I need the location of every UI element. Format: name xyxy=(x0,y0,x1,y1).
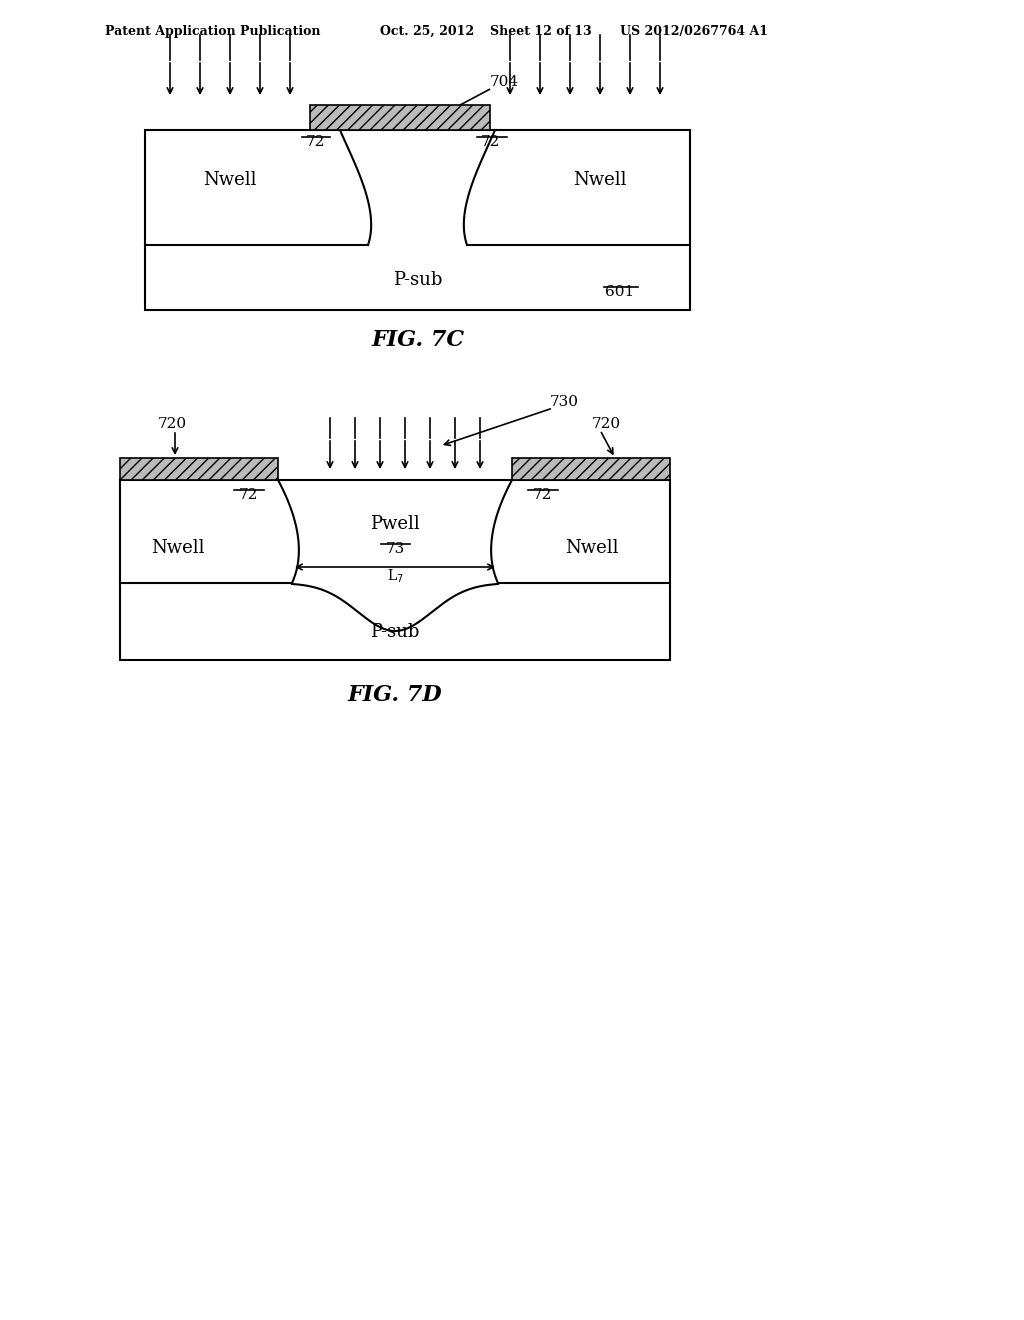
Text: P-sub: P-sub xyxy=(393,271,442,289)
Bar xyxy=(120,458,278,480)
Text: 601: 601 xyxy=(605,285,635,300)
Text: Nwell: Nwell xyxy=(203,172,257,189)
Text: L$_7$: L$_7$ xyxy=(387,568,403,585)
Text: Pwell: Pwell xyxy=(370,515,420,533)
Text: Oct. 25, 2012: Oct. 25, 2012 xyxy=(380,25,474,38)
Text: 704: 704 xyxy=(490,75,519,88)
Text: Nwell: Nwell xyxy=(152,539,205,557)
Text: Patent Application Publication: Patent Application Publication xyxy=(105,25,321,38)
Text: FIG. 7C: FIG. 7C xyxy=(372,329,465,351)
Text: Nwell: Nwell xyxy=(573,172,627,189)
Bar xyxy=(310,106,490,129)
Text: 72: 72 xyxy=(532,488,552,502)
Text: 72: 72 xyxy=(305,135,325,149)
Bar xyxy=(120,480,670,660)
Text: Nwell: Nwell xyxy=(565,539,618,557)
Text: Sheet 12 of 13: Sheet 12 of 13 xyxy=(490,25,592,38)
Text: 730: 730 xyxy=(550,395,579,409)
Text: 72: 72 xyxy=(480,135,500,149)
Text: 720: 720 xyxy=(592,417,621,432)
Text: 720: 720 xyxy=(158,417,186,432)
Text: US 2012/0267764 A1: US 2012/0267764 A1 xyxy=(620,25,768,38)
Text: P-sub: P-sub xyxy=(371,623,420,642)
Text: 72: 72 xyxy=(239,488,258,502)
Text: FIG. 7D: FIG. 7D xyxy=(348,684,442,706)
Text: 73: 73 xyxy=(385,543,404,556)
Bar xyxy=(512,458,670,480)
Bar xyxy=(145,129,690,310)
